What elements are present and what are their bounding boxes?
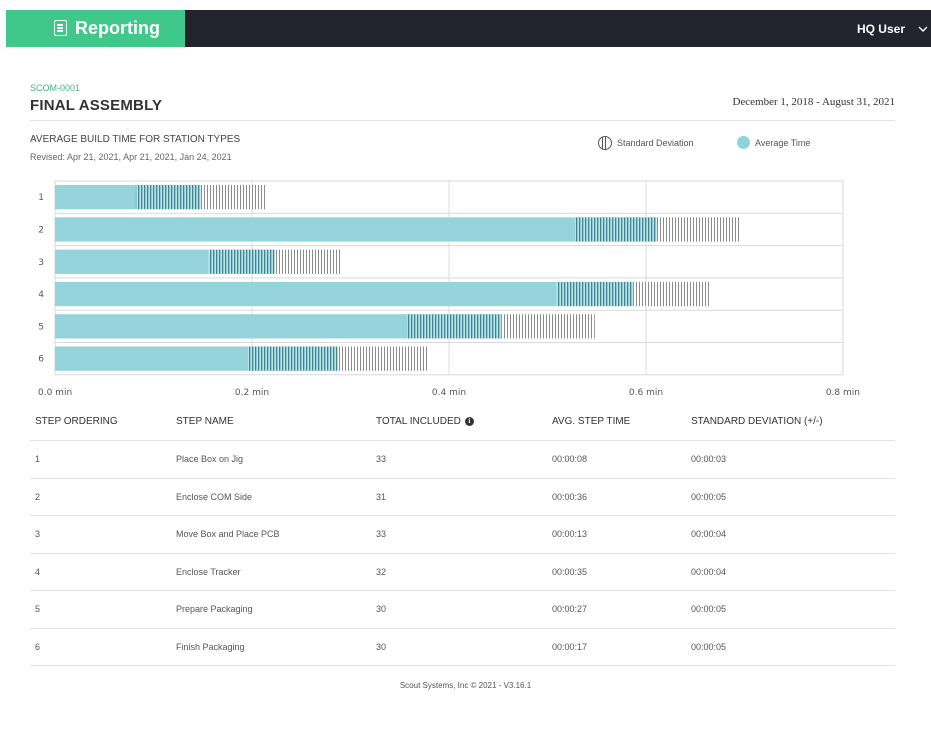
table-row[interactable]: 5 Prepare Packaging 30 00:00:27 00:00:05 (30, 591, 895, 629)
cell-standard-deviation: 00:00:05 (691, 491, 727, 502)
average-time-bar (55, 185, 136, 210)
cell-total-included: 30 (376, 604, 387, 615)
std-deviation-lower-band (208, 249, 275, 274)
cell-step-ordering: 6 (35, 641, 41, 652)
build-time-chart: 0.0 min 0.2 min 0.4 min 0.6 min 0.8 min 1 2 3 4 5… (38, 180, 860, 398)
header-step-name[interactable]: STEP NAME (176, 416, 234, 427)
average-time-bar (55, 249, 209, 274)
x-tick-label: 0.4 min (432, 388, 466, 398)
divider (30, 120, 895, 121)
x-tick-label: 0.2 min (235, 388, 269, 398)
std-deviation-upper-band (274, 249, 341, 274)
table-header-row: STEP ORDERING STEP NAME TOTAL INCLUDED i… (30, 403, 895, 441)
legend-avg-label: Average Time (755, 137, 811, 148)
cell-step-ordering: 2 (35, 491, 41, 502)
cell-avg-step-time: 00:00:17 (552, 641, 588, 652)
std-deviation-upper-band (337, 346, 429, 371)
std-deviation-upper-band (200, 185, 266, 210)
y-category-label: 5 (38, 322, 44, 332)
std-deviation-lower-band (135, 185, 201, 210)
top-strip (0, 0, 931, 10)
cell-step-ordering: 4 (35, 566, 41, 577)
header-step-ordering[interactable]: STEP ORDERING (35, 416, 118, 427)
average-time-bar (55, 346, 248, 371)
header-total-included[interactable]: TOTAL INCLUDED i (376, 403, 474, 440)
legend-std-label: Standard Deviation (617, 138, 694, 148)
cell-standard-deviation: 00:00:05 (691, 641, 727, 652)
chart-title: AVERAGE BUILD TIME FOR STATION TYPES (30, 134, 241, 145)
x-tick-label: 0.6 min (629, 388, 663, 398)
cell-step-name: Place Box on Jig (176, 454, 244, 465)
std-deviation-lower-band (407, 314, 502, 339)
table-row[interactable]: 3 Move Box and Place PCB 33 00:00:13 00:00:0… (30, 516, 895, 554)
cell-standard-deviation: 00:00:03 (691, 454, 727, 465)
y-category-label: 6 (38, 355, 44, 365)
cell-avg-step-time: 00:00:13 (552, 529, 588, 540)
page-id: SCOM-0001 (30, 83, 81, 93)
cell-step-name: Finish Packaging (176, 641, 245, 652)
cell-avg-step-time: 00:00:35 (552, 566, 588, 577)
header-avg-step-time[interactable]: AVG. STEP TIME (552, 416, 631, 427)
table-row[interactable]: 4 Enclose Tracker 32 00:00:35 00:00:04 (30, 554, 895, 591)
y-category-label: 3 (38, 258, 44, 268)
cell-step-name: Enclose Tracker (176, 566, 241, 577)
legend-standard-deviation[interactable]: Standard Deviation (598, 136, 694, 150)
cell-total-included: 31 (376, 491, 387, 502)
user-name: HQ User (856, 21, 905, 36)
average-time-bar (55, 281, 557, 307)
std-deviation-lower-band (556, 281, 634, 307)
steps-table: STEP ORDERING STEP NAME TOTAL INCLUDED i… (30, 403, 895, 666)
report-icon (54, 20, 67, 36)
cell-step-ordering: 1 (35, 454, 41, 465)
cell-standard-deviation: 00:00:04 (691, 566, 727, 577)
reporting-home-link[interactable]: Reporting (6, 10, 185, 47)
std-deviation-upper-band (656, 217, 740, 242)
header-total-included-label: TOTAL INCLUDED (376, 416, 461, 427)
cell-step-ordering: 5 (35, 604, 41, 615)
cell-total-included: 30 (376, 641, 387, 652)
average-time-bar (55, 314, 408, 339)
legend-average-time[interactable]: Average Time (737, 136, 810, 149)
info-icon[interactable]: i (464, 417, 474, 426)
cell-total-included: 32 (376, 566, 387, 577)
app-name: Reporting (75, 18, 160, 38)
y-category-label: 2 (38, 225, 44, 235)
app-header: Reporting HQ User (6, 10, 931, 47)
date-range[interactable]: December 1, 2018 - August 31, 2021 (732, 96, 895, 108)
cell-total-included: 33 (376, 454, 387, 465)
cell-step-ordering: 3 (35, 529, 41, 540)
standard-deviation-icon (598, 136, 612, 150)
cell-avg-step-time: 00:00:27 (552, 604, 588, 615)
y-category-label: 1 (38, 193, 44, 203)
table-row[interactable]: 1 Place Box on Jig 33 00:00:08 00:00:03 (30, 441, 895, 479)
page-title: FINAL ASSEMBLY (30, 97, 163, 114)
std-deviation-lower-band (247, 346, 338, 371)
std-deviation-upper-band (633, 281, 711, 307)
cell-standard-deviation: 00:00:04 (691, 529, 727, 540)
average-time-bar (55, 217, 575, 242)
cell-avg-step-time: 00:00:08 (552, 454, 588, 465)
chevron-down-icon (918, 26, 928, 32)
std-deviation-lower-band (574, 217, 657, 242)
cell-total-included: 33 (376, 529, 387, 540)
header-standard-deviation[interactable]: STANDARD DEVIATION (+/-) (691, 416, 823, 427)
cell-avg-step-time: 00:00:36 (552, 491, 588, 502)
x-tick-label: 0.8 min (826, 388, 860, 398)
user-menu[interactable]: HQ User (857, 10, 929, 47)
std-deviation-upper-band (501, 314, 595, 339)
cell-step-name: Prepare Packaging (176, 604, 253, 615)
table-row[interactable]: 6 Finish Packaging 30 00:00:17 00:00:05 (30, 629, 895, 666)
table-body: 1 Place Box on Jig 33 00:00:08 00:00:03 2 Encl… (30, 441, 895, 666)
y-category-label: 4 (38, 290, 44, 300)
footer: Scout Systems, Inc © 2021 - V3.16.1 (399, 681, 532, 690)
chart-revised-date: Revised: Apr 21, 2021, Apr 21, 2021, Jan… (30, 152, 232, 162)
table-row[interactable]: 2 Enclose COM Side 31 00:00:36 00:00:05 (30, 479, 895, 516)
cell-step-name: Move Box and Place PCB (176, 529, 280, 540)
cell-step-name: Enclose COM Side (176, 491, 253, 502)
x-tick-label: 0.0 min (38, 388, 72, 398)
average-time-dot-icon (737, 136, 750, 149)
cell-standard-deviation: 00:00:05 (691, 604, 727, 615)
